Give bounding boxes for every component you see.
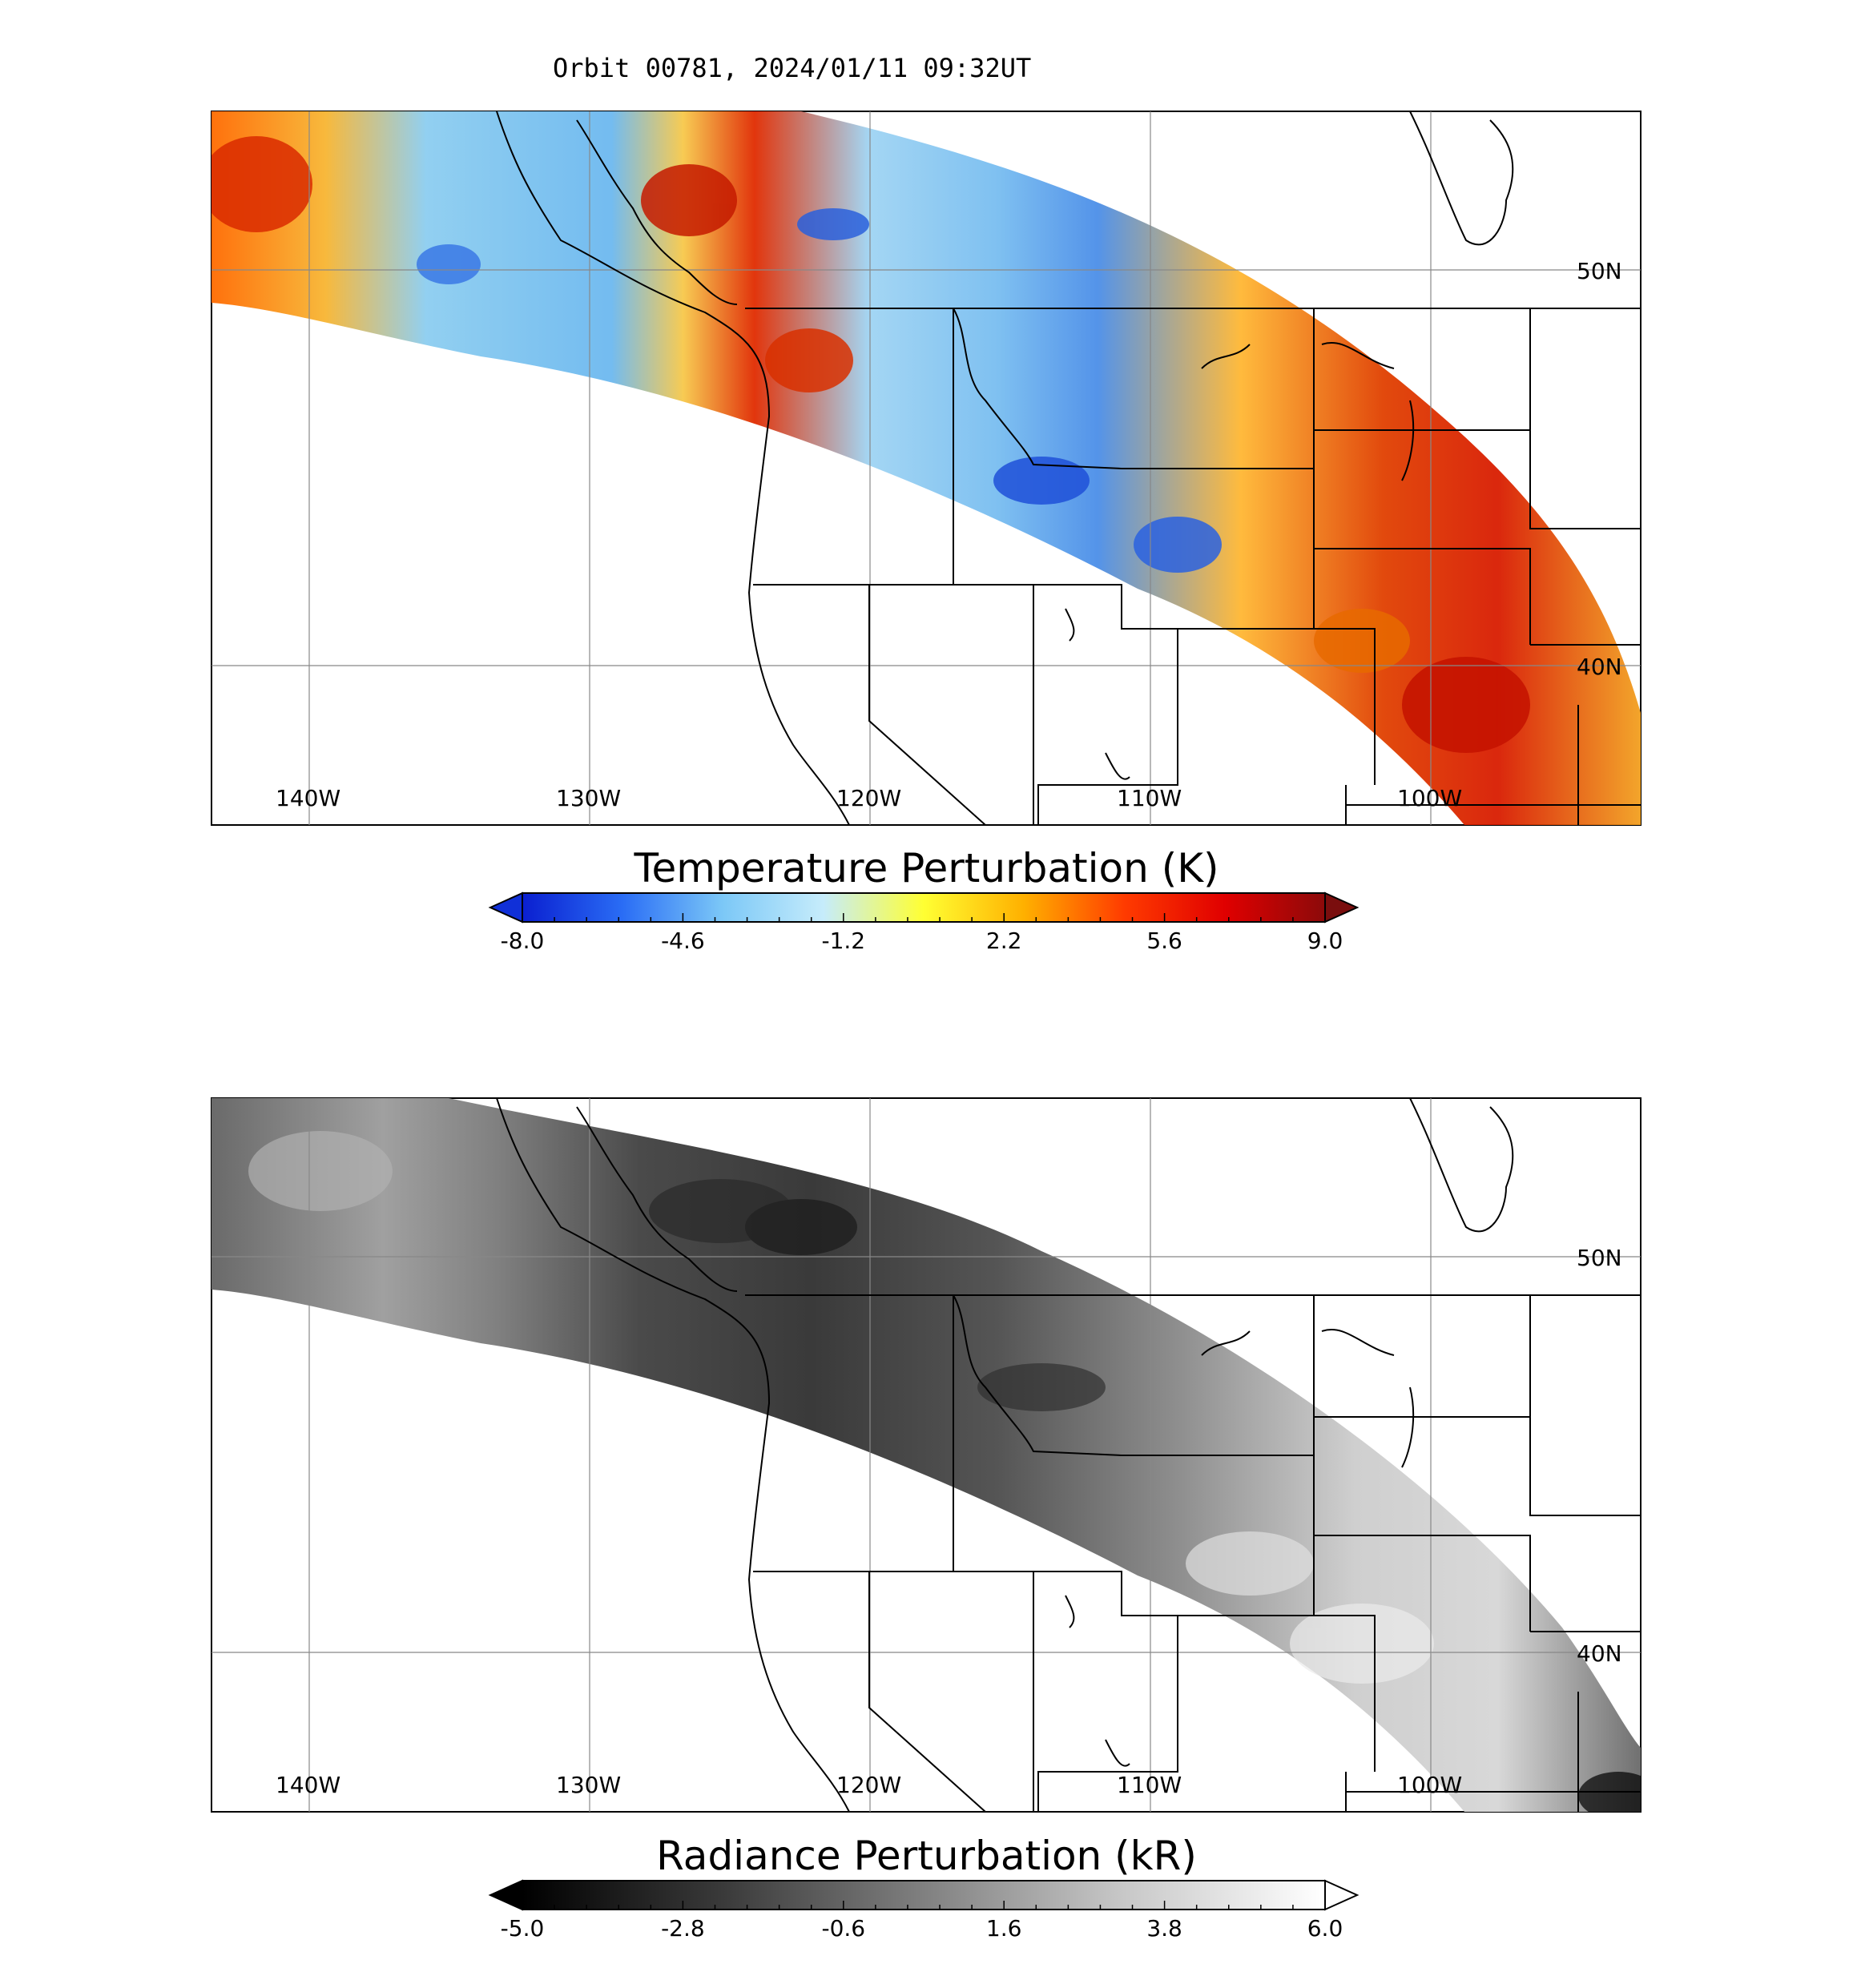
svg-text:110W: 110W	[1117, 785, 1182, 811]
colorbar-tick-label: -8.0	[500, 928, 545, 954]
svg-text:130W: 130W	[556, 1772, 621, 1798]
svg-text:100W: 100W	[1397, 1772, 1462, 1798]
radiance-colorbar	[488, 1879, 1360, 1911]
svg-text:140W: 140W	[276, 785, 340, 811]
svg-text:110W: 110W	[1117, 1772, 1182, 1798]
svg-text:140W: 140W	[276, 1772, 340, 1798]
radiance-map: 140W 130W 120W 110W 100W 50N 40N	[211, 1097, 1642, 1813]
colorbar-tick-label: 5.6	[1146, 928, 1182, 954]
temperature-colorbar-under	[488, 891, 523, 924]
temperature-colorbar-bar	[522, 892, 1326, 923]
colorbar-tick-label: 3.8	[1146, 1915, 1182, 1942]
radiance-colorbar-under	[488, 1879, 523, 1911]
svg-text:130W: 130W	[556, 785, 621, 811]
svg-text:100W: 100W	[1397, 785, 1462, 811]
colorbar-tick-label: -5.0	[500, 1915, 545, 1942]
temperature-colorbar-title: Temperature Perturbation (K)	[634, 845, 1219, 891]
colorbar-tick-label: -2.8	[661, 1915, 705, 1942]
colorbar-tick-label: 6.0	[1307, 1915, 1343, 1942]
coastlines-and-borders	[496, 111, 1641, 825]
colorbar-tick-label: 9.0	[1307, 928, 1343, 954]
lat-labels: 50N 40N	[1577, 258, 1622, 680]
radiance-colorbar-title: Radiance Perturbation (kR)	[656, 1833, 1197, 1879]
graticule	[211, 1098, 1641, 1812]
radiance-colorbar-bar	[522, 1880, 1326, 1910]
colorbar-tick-label: 1.6	[985, 1915, 1022, 1942]
temperature-map: 140W 130W 120W 110W 100W 50N 40N	[211, 111, 1642, 826]
radiance-swath	[211, 1098, 1641, 1812]
temperature-swath	[211, 111, 1641, 825]
temperature-colorbar	[488, 891, 1360, 924]
temperature-anomalies	[211, 136, 1530, 753]
coastlines-and-borders	[496, 1098, 1641, 1812]
colorbar-tick-label: 2.2	[985, 928, 1022, 954]
svg-text:50N: 50N	[1577, 258, 1622, 284]
svg-text:120W: 120W	[836, 1772, 901, 1798]
temperature-colorbar-over	[1324, 891, 1360, 924]
radiance-texture	[248, 1131, 1641, 1812]
svg-text:40N: 40N	[1577, 654, 1622, 680]
lat-labels: 50N 40N	[1577, 1245, 1622, 1667]
colorbar-tick-label: -1.2	[821, 928, 866, 954]
colorbar-tick-label: -4.6	[661, 928, 705, 954]
svg-text:40N: 40N	[1577, 1640, 1622, 1667]
plot-title: Orbit 00781, 2024/01/11 09:32UT	[553, 53, 1032, 83]
radiance-colorbar-over	[1324, 1879, 1360, 1911]
lon-labels: 140W 130W 120W 110W 100W	[276, 1772, 1462, 1798]
lon-labels: 140W 130W 120W 110W 100W	[276, 785, 1462, 811]
colorbar-tick-label: -0.6	[821, 1915, 866, 1942]
svg-text:50N: 50N	[1577, 1245, 1622, 1271]
svg-text:120W: 120W	[836, 785, 901, 811]
